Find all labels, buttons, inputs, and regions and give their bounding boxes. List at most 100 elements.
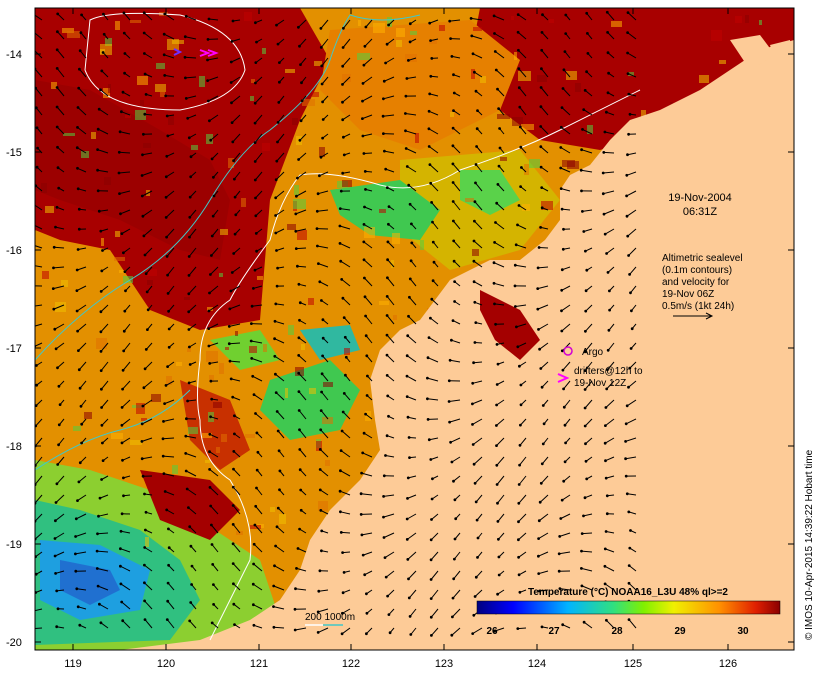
velocity-arrow-head [341,410,345,414]
velocity-arrow-head [54,347,58,351]
velocity-arrow-head [517,501,521,505]
velocity-arrow [320,38,329,48]
velocity-arrow-head [475,518,479,522]
velocity-arrow-head [254,232,258,235]
velocity-arrow [518,551,527,558]
velocity-arrow [473,281,483,287]
velocity-arrow-head [540,186,544,190]
velocity-arrow-head [31,244,33,246]
velocity-arrow-head [429,615,433,619]
velocity-arrow-head [254,81,257,85]
velocity-arrow-head [55,125,59,129]
velocity-arrow [339,242,351,249]
velocity-arrow-head [449,440,453,444]
velocity-arrow-head [560,309,563,313]
velocity-arrow-head [427,109,431,113]
velocity-arrow [585,437,593,445]
velocity-arrow-head [295,194,298,198]
velocity-arrow-head [582,230,586,233]
velocity-arrow-head [232,450,236,453]
velocity-arrow [58,437,65,446]
velocity-arrow-head [140,440,144,443]
velocity-arrow-head [276,140,279,144]
velocity-arrow-head [584,459,588,463]
velocity-arrow [498,532,505,540]
velocity-arrow-head [140,174,144,177]
velocity-arrow [167,600,175,610]
velocity-arrow [430,608,439,618]
velocity-arrow [408,589,417,599]
velocity-arrow-head [381,114,385,118]
velocity-arrow-head [558,587,562,590]
velocity-arrow-head [537,554,540,558]
altimetry-line: Altimetric sealevel [662,253,743,264]
velocity-arrow [363,551,373,556]
velocity-arrow-head [583,349,587,353]
velocity-arrow [298,372,307,382]
velocity-arrow [142,399,153,407]
velocity-arrow-head [408,295,411,299]
velocity-arrow [539,247,549,249]
velocity-arrow-head [604,406,608,409]
velocity-arrow-head [35,31,36,33]
velocity-arrow [211,247,219,256]
velocity-arrow [56,49,65,59]
velocity-arrow [363,241,373,249]
velocity-arrow [431,627,439,636]
velocity-arrow [254,133,263,143]
velocity-arrow-head [254,504,258,508]
velocity-arrow [252,375,263,382]
velocity-arrow [581,550,593,553]
velocity-arrow [562,361,571,371]
velocity-arrow [79,68,87,78]
velocity-arrow [209,469,219,477]
velocity-arrow [606,247,615,254]
velocity-arrow [383,532,395,538]
velocity-arrow-head [250,357,254,360]
velocity-arrow-head [276,42,280,46]
velocity-arrow [604,228,615,235]
velocity-arrow-head [79,404,83,408]
velocity-arrow-head [318,174,321,178]
velocity-arrow-head [450,338,453,342]
velocity-arrow-head [76,329,79,333]
velocity-arrow-head [476,109,479,112]
velocity-arrow-head [537,246,541,249]
velocity-arrow [364,38,373,47]
velocity-arrow-head [97,107,101,111]
velocity-arrow-head [606,348,610,352]
velocity-arrow-head [474,181,477,185]
velocity-arrow [363,432,373,439]
velocity-arrow-head [518,443,522,447]
velocity-arrow [144,547,153,553]
velocity-arrow [606,380,615,390]
velocity-arrow-head [513,284,517,288]
velocity-arrow [471,17,483,21]
velocity-arrow-head [99,88,102,92]
velocity-arrow [185,435,197,439]
velocity-arrow [210,266,219,275]
velocity-arrow-head [96,168,99,172]
velocity-arrow [518,49,527,59]
velocity-arrow [99,209,109,212]
velocity-arrow-head [317,589,321,593]
velocity-arrow [431,298,439,306]
velocity-arrow [211,544,219,553]
velocity-arrow-head [321,318,325,322]
velocity-arrow-head [319,155,323,159]
velocity-arrow-head [585,70,588,74]
velocity-arrow [540,361,549,369]
velocity-arrow [561,107,571,116]
velocity-arrow [562,88,571,97]
velocity-arrow-head [408,202,412,206]
velocity-arrow-head [167,345,171,349]
velocity-arrow [231,57,241,63]
velocity-arrow-head [321,118,325,121]
velocity-arrow-head [496,592,500,596]
velocity-arrow-head [320,390,324,394]
velocity-arrow-head [183,55,187,59]
velocity-arrow-head [124,289,127,293]
velocity-arrow-head [452,109,455,112]
velocity-arrow-head [299,63,302,66]
velocity-arrow-head [316,631,320,634]
